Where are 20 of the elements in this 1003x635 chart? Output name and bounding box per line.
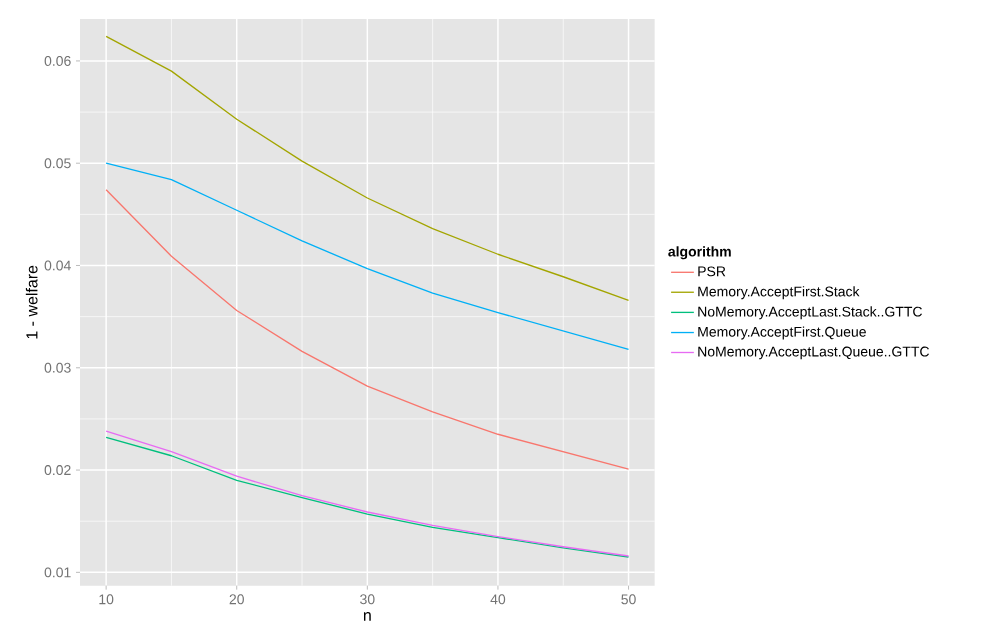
x-tick-label: 20	[229, 594, 244, 605]
legend-title: algorithm	[668, 246, 731, 260]
y-tick-label: 0.03	[44, 362, 71, 373]
y-axis-title: 1 - welfare	[25, 265, 38, 339]
y-tick-label: 0.02	[44, 465, 71, 476]
y-tick-label: 0.05	[44, 158, 71, 169]
x-tick-label: 30	[360, 594, 375, 605]
legend-label: PSR	[698, 266, 726, 277]
y-tick-label: 0.04	[44, 260, 71, 271]
y-tick-label: 0.01	[44, 567, 71, 578]
x-tick-label: 10	[99, 594, 114, 605]
legend-label: NoMemory.AcceptLast.Queue..GTTC	[698, 346, 930, 360]
x-tick-label: 50	[621, 594, 636, 605]
legend-label: Memory.AcceptFirst.Stack	[698, 286, 860, 300]
legend-label: Memory.AcceptFirst.Queue	[698, 326, 866, 340]
x-axis-title: n	[363, 612, 371, 621]
x-tick-label: 40	[490, 594, 506, 605]
y-tick-label: 0.06	[44, 55, 71, 66]
legend-label: NoMemory.AcceptLast.Stack..GTTC	[698, 306, 923, 320]
line-series	[105, 35, 630, 301]
